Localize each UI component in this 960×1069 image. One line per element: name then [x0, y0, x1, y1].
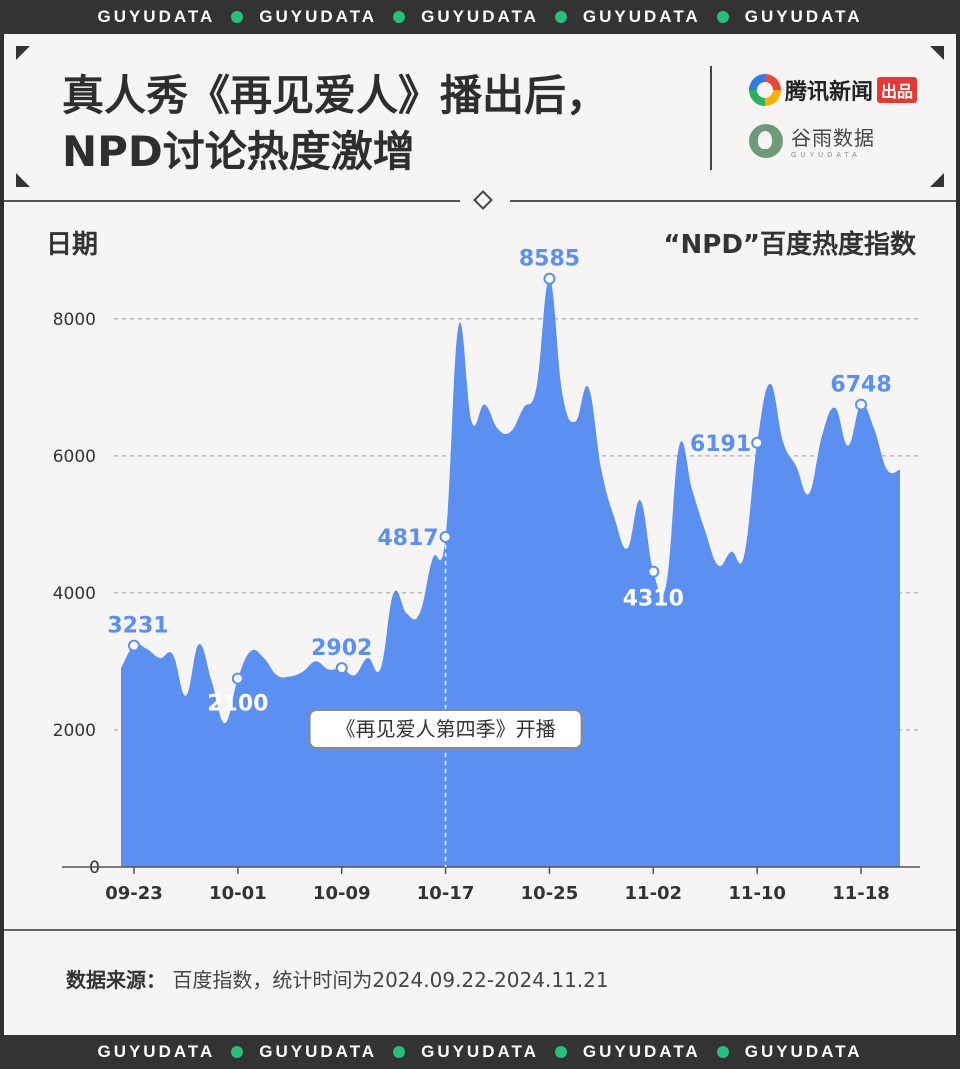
data-point-marker [751, 436, 764, 449]
section-divider [4, 200, 460, 202]
data-point-marker [231, 672, 244, 685]
ticker-word: GUYUDATA [744, 7, 863, 26]
ticker-word: GUYUDATA [582, 1042, 701, 1061]
y-tick-label: 4000 [53, 584, 96, 604]
data-label: 4817 [377, 526, 438, 551]
y-tick-label: 2000 [53, 721, 96, 741]
corner-mark [930, 173, 944, 187]
ticker-word: GUYUDATA [259, 1042, 378, 1061]
ticker-word: GUYUDATA [421, 7, 539, 26]
data-source: 数据来源： 百度指数，统计时间为2024.09.22-2024.11.21 [66, 964, 609, 993]
main-panel: 真人秀《再见爱人》播出后， NPD讨论热度激增 腾讯新闻 出品 谷雨数据 GUY… [4, 34, 956, 1035]
tencent-news-brand: 腾讯新闻 出品 [749, 74, 918, 106]
section-divider [510, 200, 956, 202]
ticker-dot [554, 11, 567, 23]
ticker-dot [231, 1046, 244, 1058]
y-tick-label: 0 [89, 858, 100, 878]
data-label: 2100 [207, 692, 268, 717]
data-label: 4310 [623, 587, 684, 612]
data-point-marker [543, 272, 556, 285]
ticker-word: GUYUDATA [582, 7, 701, 26]
corner-mark [930, 46, 944, 60]
data-label: 6191 [690, 432, 751, 457]
x-tick-label: 11-10 [728, 883, 786, 904]
ticker-word: GUYUDATA [421, 1042, 539, 1061]
x-axis-title: 日期 [46, 230, 99, 260]
bottom-ticker: GUYUDATA GUYUDATA GUYUDATA GUYUDATA GUYU… [0, 1035, 960, 1069]
corner-mark [16, 46, 30, 60]
annotation-text: 《再见爱人第四季》开播 [336, 717, 556, 741]
ticker-dot [393, 1046, 406, 1058]
ticker-word: GUYUDATA [97, 7, 216, 26]
data-label: 3231 [107, 614, 168, 639]
y-tick-label: 8000 [53, 310, 96, 330]
ticker-word: GUYUDATA [97, 1042, 216, 1061]
area-chart: 0 2000 4000 6000 8000 《再见爱人第四季》开播 09-23 10-01 10… [53, 247, 920, 904]
ticker-word: GUYUDATA [744, 1042, 863, 1061]
x-tick-label: 11-02 [625, 883, 683, 904]
data-point-marker [855, 398, 868, 411]
title-divider [710, 66, 712, 170]
data-point-marker [439, 530, 452, 543]
ticker-dot [393, 11, 406, 23]
x-tick-label: 10-25 [521, 883, 579, 904]
brand-primary-tag: 出品 [877, 77, 918, 103]
corner-mark [16, 173, 30, 187]
data-point-marker [647, 565, 660, 578]
tencent-news-logo-icon [749, 74, 781, 106]
ticker-dot [554, 1046, 567, 1058]
x-tick-label: 10-17 [417, 883, 475, 904]
x-tick-label: 09-23 [105, 883, 163, 904]
data-label: 6748 [830, 373, 891, 398]
data-label: 8585 [519, 247, 580, 272]
title-line-1: 真人秀《再见爱人》播出后， [62, 71, 609, 120]
ticker-word: GUYUDATA [259, 7, 378, 26]
y-tick-label: 6000 [53, 447, 96, 467]
source-label: 数据来源： [66, 968, 166, 992]
area-series [121, 278, 900, 868]
brand-secondary-sub: GUYUDATA [791, 152, 861, 159]
ticker-dot [231, 11, 244, 23]
data-point-marker [127, 639, 140, 652]
data-point-marker [335, 662, 348, 675]
y-axis-title: “NPD”百度热度指数 [663, 230, 916, 260]
source-text: 百度指数，统计时间为2024.09.22-2024.11.21 [172, 968, 609, 992]
footer-divider [4, 929, 956, 931]
x-tick-label: 11-18 [832, 883, 890, 904]
annotation-box [308, 709, 583, 749]
data-label: 2902 [311, 636, 372, 661]
guyu-bird-logo-icon [749, 123, 783, 158]
ticker-dot [716, 11, 729, 23]
brand-primary-name: 腾讯新闻 [785, 80, 874, 105]
page-title: 真人秀《再见爱人》播出后， NPD讨论热度激增 [62, 68, 702, 180]
x-tick-label: 10-01 [209, 883, 267, 904]
ticker-dot [716, 1046, 729, 1058]
top-ticker: GUYUDATA GUYUDATA GUYUDATA GUYUDATA GUYU… [0, 0, 960, 34]
guyu-data-brand: 谷雨数据 GUYUDATA [749, 122, 875, 159]
title-line-2: NPD讨论热度激增 [62, 127, 415, 176]
brand-secondary-name: 谷雨数据 [791, 126, 875, 150]
x-tick-label: 10-09 [313, 883, 371, 904]
